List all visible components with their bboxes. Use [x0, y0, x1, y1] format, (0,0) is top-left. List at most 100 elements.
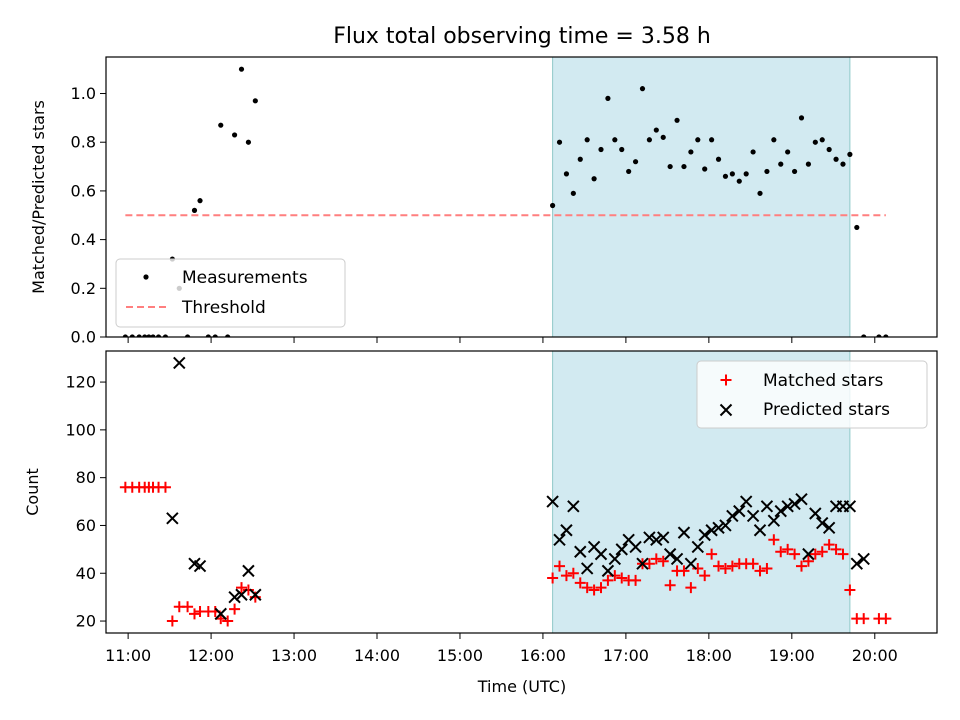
measurement-point: [598, 146, 604, 153]
x-tick-label: 18:00: [686, 646, 732, 665]
matched-star-marker: [166, 615, 178, 627]
measurement-point: [764, 168, 770, 175]
matched-star-marker: [222, 615, 234, 627]
measurement-point: [681, 163, 687, 170]
predicted-star-marker: [781, 500, 794, 513]
y-tick-label: 40: [76, 564, 96, 583]
predicted-star-marker: [580, 562, 594, 575]
predicted-star-marker: [850, 557, 864, 570]
predicted-star-marker: [788, 497, 801, 511]
predicted-star-marker: [594, 547, 608, 561]
predicted-star-marker: [767, 514, 781, 527]
predicted-star-marker: [249, 588, 262, 601]
predicted-star-marker: [546, 495, 559, 508]
matched-star-marker: [574, 577, 586, 589]
predicted-star-marker: [774, 504, 787, 518]
matched-star-marker: [581, 582, 593, 594]
y-axis-label: Count: [23, 468, 42, 516]
plot-area: [119, 356, 892, 627]
matched-star-marker: [802, 555, 814, 567]
predicted-star-marker: [746, 509, 760, 523]
y-tick-label: 60: [76, 516, 96, 535]
measurement-point: [861, 334, 867, 337]
x-tick-label: 14:00: [354, 646, 400, 665]
predicted-star-marker: [733, 504, 746, 518]
predicted-star-marker: [719, 519, 732, 532]
measurement-point: [854, 224, 860, 231]
predicted-star-marker: [726, 509, 739, 523]
predicted-star-marker: [193, 559, 207, 573]
measurement-point: [771, 137, 777, 143]
measurement-point: [840, 161, 846, 167]
y-tick-label: 20: [76, 612, 96, 631]
x-tick-label: 15:00: [437, 646, 483, 665]
predicted-star-marker: [843, 500, 857, 513]
y-tick-label: 120: [65, 373, 96, 392]
matched-star-marker: [249, 591, 261, 603]
measurement-point: [184, 334, 191, 337]
predicted-star-marker: [643, 531, 656, 544]
predicted-star-marker: [684, 557, 698, 570]
measurement-point: [785, 149, 791, 155]
x-axis-label: Time (UTC): [477, 677, 566, 696]
predicted-star-marker: [553, 533, 566, 547]
matched-star-marker: [643, 558, 655, 570]
predicted-star-marker: [857, 552, 870, 566]
measurement-point: [584, 137, 590, 143]
legend-measurement-marker: [143, 274, 149, 280]
measurement-point: [750, 149, 756, 155]
measurement-point: [757, 190, 763, 196]
matched-star-marker: [775, 546, 787, 558]
measurement-point: [798, 115, 805, 121]
predicted-star-marker: [822, 521, 836, 535]
measurement-point: [556, 139, 563, 145]
matched-star-marker: [595, 582, 607, 594]
matched-star-marker: [657, 555, 669, 567]
predicted-star-marker: [650, 533, 663, 547]
measurement-point: [736, 178, 742, 184]
legend-label: Measurements: [182, 268, 308, 288]
predicted-star-marker: [795, 492, 808, 506]
predicted-star-marker: [698, 528, 711, 542]
measurement-point: [791, 168, 798, 175]
y-tick-label: 0.4: [71, 230, 96, 249]
measurement-point: [812, 139, 818, 145]
measurement-point: [702, 166, 708, 172]
legend: Matched stars Predicted stars: [696, 360, 928, 429]
predicted-star-marker: [629, 540, 642, 554]
matched-star-marker: [567, 567, 579, 579]
measurement-point: [688, 149, 694, 155]
measurement-point: [660, 134, 666, 140]
measurement-point: [146, 334, 152, 337]
matched-star-marker: [768, 534, 780, 546]
predicted-star-marker: [608, 552, 622, 566]
measurement-point: [550, 202, 556, 209]
y-tick-label: 80: [76, 468, 96, 487]
measurement-point: [122, 334, 128, 337]
predicted-star-marker: [166, 512, 179, 525]
measurement-point: [639, 86, 646, 92]
matched-star-marker: [782, 543, 794, 555]
matched-star-marker: [242, 584, 254, 596]
x-tick-label: 20:00: [852, 646, 898, 665]
chart-title: Flux total observing time = 3.58 h: [333, 24, 711, 49]
y-tick-label: 0.6: [71, 181, 96, 200]
matched-star-marker: [588, 584, 600, 596]
measurement-point: [231, 132, 238, 138]
measurement-point: [218, 122, 224, 128]
matched-star-marker: [159, 481, 171, 493]
predicted-star-marker: [214, 607, 227, 621]
measurement-point: [162, 334, 169, 337]
matched-star-marker: [699, 570, 711, 582]
predicted-star-marker: [677, 526, 691, 539]
predicted-star-marker: [712, 521, 725, 535]
matched-star-marker: [858, 613, 870, 625]
measurement-point: [667, 163, 673, 170]
axes-frame: [105, 56, 938, 338]
measurement-point: [805, 161, 812, 167]
measurement-point: [695, 137, 701, 143]
matched-star-marker: [229, 603, 241, 615]
measurement-point: [591, 176, 597, 182]
measurement-point: [626, 168, 632, 175]
